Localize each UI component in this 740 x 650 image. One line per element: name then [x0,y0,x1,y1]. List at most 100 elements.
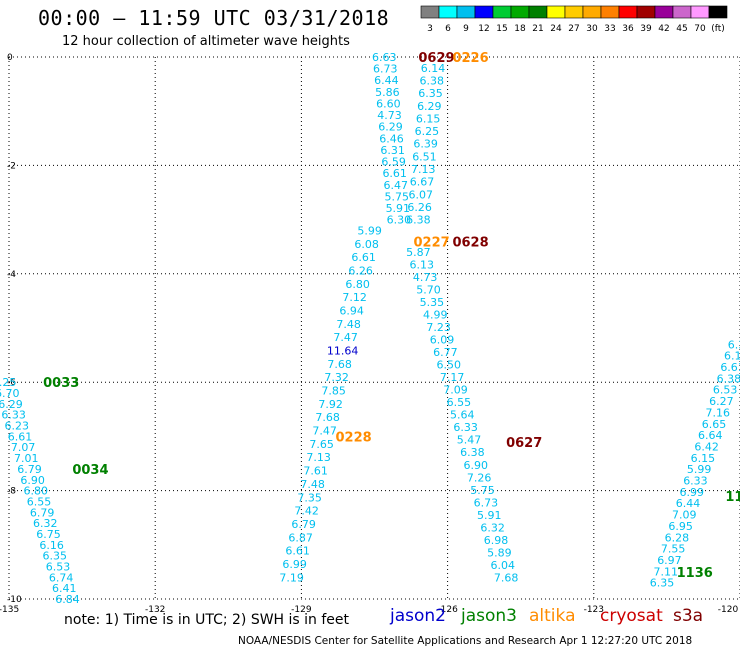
swh-value: 6.79 [291,518,316,531]
swh-value: 6.32 [480,521,505,534]
scale-swatch [636,5,656,19]
swh-value: 6.94 [339,304,364,317]
swh-value: 6.59 [381,156,406,169]
pass-time-label: 0226 [452,51,488,66]
legend-altika: altika [529,606,576,626]
swh-value: 5.75 [470,484,495,497]
swh-value: 6.25 [0,376,16,389]
swh-value: 6.95 [668,520,693,533]
page-subtitle: 12 hour collection of altimeter wave hei… [62,34,350,49]
swh-value: 6.75 [36,528,61,541]
swh-value: 6.41 [52,582,77,595]
scale-label: 21 [532,24,543,34]
swh-value: 6.31 [380,144,405,157]
swh-value: 7.13 [306,451,331,464]
swh-value: 7.35 [297,491,322,504]
swh-value: 6.08 [354,238,379,251]
scale-swatch [600,5,620,19]
x-tick-label: -129 [291,605,312,615]
scale-swatch [672,5,692,19]
swh-value: 6.09 [430,334,455,347]
swh-value: 6.79 [17,463,42,476]
legend-cryosat: cryosat [600,606,663,626]
swh-value: 5.70 [416,284,441,297]
swh-value: 6.73 [474,496,499,509]
legend-jason2: jason2 [390,606,446,626]
y-tick-label: 0 [7,53,13,63]
scale-label: 6 [445,24,451,34]
swh-value: 6.70 [0,387,20,400]
swh-value: 6.26 [348,264,373,277]
pass-time-label: 0627 [506,436,542,451]
swh-value: 7.26 [467,471,492,484]
scale-swatch [564,5,584,19]
swh-value: 6.28 [665,531,690,544]
swh-value: 7.47 [312,425,337,438]
swh-value: 7.65 [309,438,334,451]
scale-swatch [474,5,494,19]
swh-value: 7.07 [11,441,36,454]
swh-value: 6.84 [55,593,80,606]
swh-value: 6.42 [694,440,719,453]
units-note: note: 1) Time is in UTC; 2) SWH is in fe… [64,612,350,628]
swh-value: 6.35 [650,577,675,590]
y-tick-label: -6 [7,378,16,388]
scale-swatch [618,5,638,19]
x-tick-label: -135 [0,605,19,615]
swh-value: 6.04 [490,559,515,572]
scale-label: (ft) [711,24,725,34]
swh-value: 5.47 [457,434,482,447]
swh-value: 7.16 [705,406,730,419]
scale-swatch [492,5,512,19]
swh-value: 6.64 [698,429,723,442]
swh-value: 5.99 [357,224,382,237]
swh-value: 6.99 [679,486,704,499]
swh-value: 6.67 [410,176,435,189]
scale-label: 18 [514,24,526,34]
chart-grid [8,56,740,600]
y-tick-label: -4 [7,270,16,280]
pass-time-label: 0033 [43,376,79,391]
swh-value: 6.33 [1,409,26,422]
swh-value: 7.09 [443,384,468,397]
scale-label: 45 [676,24,687,34]
swh-value: 6.61 [285,545,310,558]
swh-value: 7.11 [653,565,678,578]
pass-time-label: 0629 [418,51,454,66]
swh-value: 7.19 [279,571,304,584]
swh-value: 6.87 [288,531,313,544]
scale-swatch [420,5,440,19]
swh-value: 5.75 [385,190,410,203]
scale-swatch [438,5,458,19]
swh-value: 7.09 [672,509,697,522]
swh-value: 6.73 [373,63,398,76]
swh-value: 6.33 [728,338,740,351]
swh-value: 6.99 [282,558,307,571]
pass-time-label: 0228 [336,430,372,445]
swh-value: 6.98 [484,534,509,547]
scale-label: 15 [496,24,507,34]
scale-swatch [708,5,728,19]
swh-value: 6.33 [683,475,708,488]
pass-time-label: 0034 [72,463,108,478]
swh-value: 6.25 [415,125,440,138]
swh-value: 6.29 [0,398,23,411]
swh-value: 5.89 [487,546,512,559]
swh-value: 7.55 [661,543,686,556]
swh-value: 5.99 [687,463,712,476]
x-tick-label: -123 [584,605,604,615]
swh-value: 6.77 [433,346,458,359]
swh-value: 6.16 [39,539,64,552]
scale-swatch [690,5,710,19]
swh-value: 6.79 [30,506,55,519]
pass-time-label: 1136 [677,566,713,581]
swh-value: 4.73 [377,109,402,122]
x-tick-label: -120 [718,605,739,615]
swh-value: 6.35 [418,87,443,100]
swh-value: 6.15 [691,452,716,465]
swh-value: 5.91 [386,202,411,215]
y-tick-label: -2 [7,161,16,171]
scale-label: 70 [694,24,706,34]
scale-label: 33 [604,24,615,34]
